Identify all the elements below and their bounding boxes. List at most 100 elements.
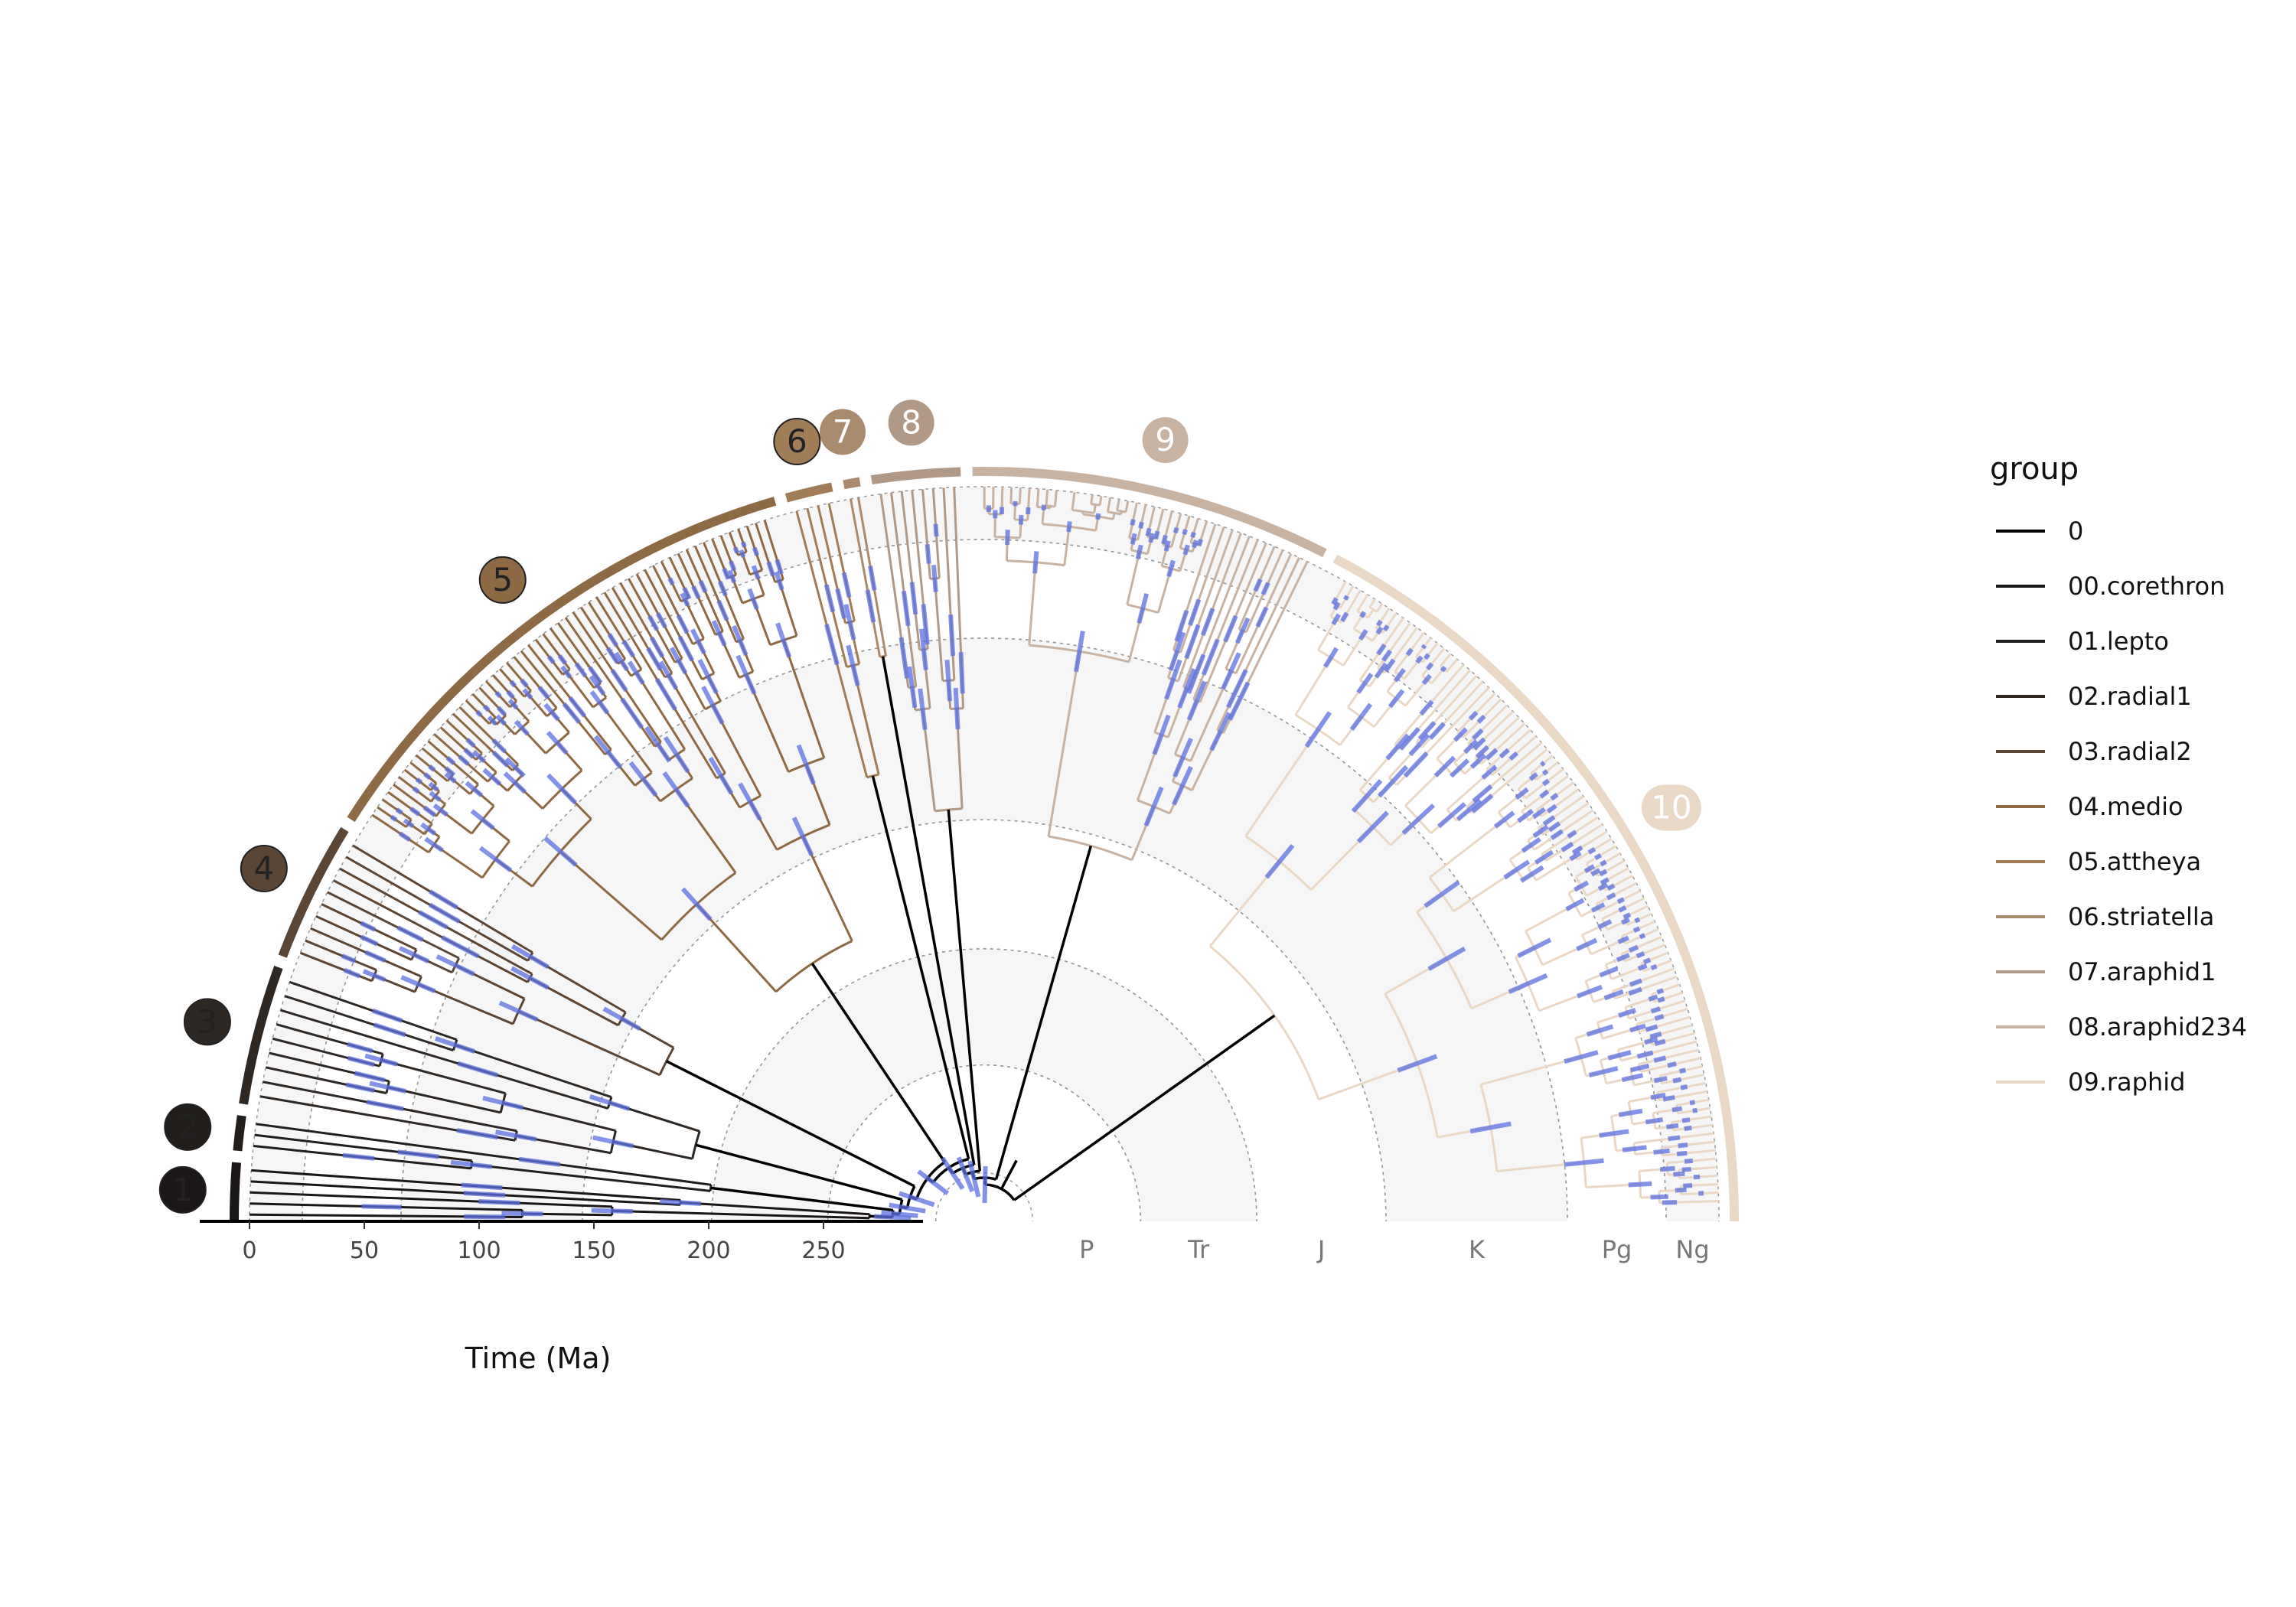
branch [1045,489,1049,501]
node-age-bar [956,1156,975,1193]
branch [680,1201,870,1216]
node-age-bar [659,1198,702,1207]
node-age-bar [420,822,437,836]
branch [499,668,514,685]
node-age-bar [1541,778,1551,787]
node-age-bar [1375,626,1384,635]
branch [1503,729,1531,755]
node-age-bar [644,725,672,763]
clade-label-7: 7 [833,412,853,450]
branch [598,701,653,774]
branch [315,914,370,942]
node-age-bar [1186,680,1207,721]
legend-label: 05.attheya [2068,847,2202,876]
node-age-bar [1629,1064,1649,1073]
node-age-bar [1172,737,1193,778]
node-age-bar [1209,712,1231,751]
branch [421,747,451,773]
legend-item: 08.araphid234 [1990,999,2281,1054]
node-age-bar [503,771,527,794]
node-age-bar [931,565,938,592]
branch [778,580,798,637]
branch [1116,499,1120,508]
node-age-bar [881,1210,918,1218]
branch [737,528,745,546]
branch [667,674,726,774]
branch [1530,762,1544,774]
node-age-bar [1532,824,1549,839]
node-age-bar [1463,739,1479,755]
node-age-bar [607,633,619,647]
node-age-bar [824,624,840,666]
legend-swatch [1996,1025,2045,1028]
node-age-bar [1253,578,1263,592]
branch [1370,598,1376,605]
node-age-bar [1508,751,1519,761]
axis-tick-label: 100 [457,1237,501,1264]
node-age-bar [509,680,517,688]
node-age-bar [1419,699,1434,716]
branch [1671,1057,1701,1066]
branch [711,538,728,575]
node-age-bar [1095,513,1101,520]
branch [588,601,615,641]
clade-arc-6 [784,482,833,503]
branch [1106,504,1110,513]
node-age-bar [418,910,448,930]
node-age-bar [1449,758,1470,778]
clade-label-5: 5 [492,561,513,598]
node-age-bar [717,580,728,597]
node-age-bar [463,748,475,759]
node-age-bar [1415,655,1424,664]
node-age-bar [1628,1181,1652,1188]
node-age-bar [1683,1183,1693,1188]
node-age-bar [1192,539,1199,549]
branch [857,497,874,579]
branch [934,530,941,579]
branch [1404,679,1428,707]
branch [1535,855,1577,882]
node-age-bar [372,1008,403,1023]
branch [1681,1191,1701,1195]
branch [1124,510,1128,513]
branch [387,790,416,813]
node-age-bar [874,1214,912,1221]
branch [520,650,573,714]
branch [1019,487,1022,497]
node-age-bar [1621,1073,1644,1083]
node-age-bar [1539,789,1550,799]
branch [1140,504,1147,526]
node-age-bar [1617,935,1629,944]
branch [1356,605,1362,612]
clade-arc-7 [843,477,861,490]
node-age-bar [1340,611,1349,623]
branch [1481,742,1543,795]
node-age-bar [1163,540,1171,552]
node-age-bar [655,612,667,629]
node-age-bar [791,817,814,856]
branch [1512,735,1538,758]
branch [693,545,724,611]
branch [1544,761,1559,774]
node-age-bar [1684,1125,1692,1131]
node-age-bar [1485,748,1499,761]
period-gridline [302,539,1667,1222]
node-age-bar [1393,667,1406,683]
node-age-bar [1532,807,1547,820]
branch [433,733,465,761]
node-age-bar [1689,1100,1696,1106]
branch [953,487,964,673]
node-age-bar [716,599,729,621]
branch [1380,617,1404,650]
branch [310,927,376,958]
node-age-bar [347,1055,375,1068]
node-age-bar [1196,538,1204,547]
node-age-bar [360,921,377,932]
node-age-bar [925,543,931,564]
node-age-bar [1636,950,1645,959]
node-age-bar [1226,669,1248,709]
node-age-bar [944,660,953,702]
node-age-bar [1616,953,1630,963]
node-age-bar [729,560,737,572]
node-age-bar [621,640,636,658]
